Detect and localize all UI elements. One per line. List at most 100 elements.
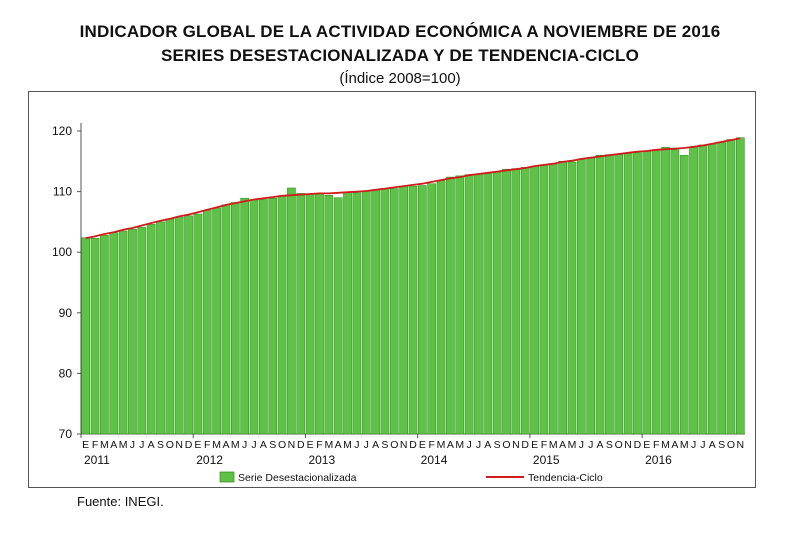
bar [156, 221, 165, 435]
bar [408, 185, 418, 435]
x-tick-label: E [531, 439, 538, 451]
chart-title-line2: SERIES DESESTACIONALIZADA Y DE TENDENCIA… [160, 46, 639, 65]
bar [315, 193, 324, 435]
x-tick-label: S [606, 439, 613, 451]
x-tick-label: O [727, 439, 735, 451]
bar [184, 215, 193, 435]
x-tick-label: N [512, 439, 520, 451]
bar [455, 175, 465, 435]
bar [259, 199, 268, 435]
x-year-label: 2012 [196, 453, 223, 467]
x-tick-label: M [324, 439, 333, 451]
bar [202, 210, 212, 435]
x-tick-label: S [269, 439, 276, 451]
x-year-label: 2016 [645, 453, 672, 467]
x-tick-label: J [354, 439, 359, 451]
x-tick-label: O [166, 439, 174, 451]
x-tick-label: D [521, 439, 529, 451]
x-tick-label: J [588, 439, 593, 451]
x-tick-label: N [175, 439, 183, 451]
x-tick-label: F [541, 439, 547, 451]
bar [436, 180, 446, 435]
bar [502, 168, 511, 435]
x-tick-label: A [372, 439, 379, 451]
x-tick-label: F [316, 439, 322, 451]
x-tick-label: A [260, 439, 267, 451]
bar [595, 154, 605, 435]
bar [577, 159, 586, 435]
bar [221, 204, 231, 435]
bar [399, 185, 408, 435]
x-tick-label: O [390, 439, 398, 451]
x-tick-label: D [409, 439, 417, 451]
x-tick-label: D [185, 439, 193, 451]
bar [230, 202, 240, 435]
bar [81, 237, 91, 435]
bar [371, 189, 380, 435]
x-tick-label: M [437, 439, 446, 451]
bar [661, 147, 670, 435]
y-tick-label: 100 [52, 245, 72, 259]
bar [511, 168, 521, 435]
bar [165, 218, 175, 435]
chart-title: INDICADOR GLOBAL DE LA ACTIVIDAD ECONÓMI… [79, 22, 721, 41]
bar [380, 188, 390, 435]
x-tick-label: O [502, 439, 510, 451]
x-year-label: 2013 [308, 453, 335, 467]
bar [670, 149, 680, 435]
x-tick-label: N [624, 439, 632, 451]
x-tick-label: M [212, 439, 221, 451]
bar [128, 228, 137, 435]
bar [343, 191, 352, 435]
bar [287, 187, 296, 435]
bar [474, 173, 483, 435]
bar [90, 238, 100, 435]
x-tick-label: A [110, 439, 117, 451]
x-tick-label: A [559, 439, 566, 451]
bar [418, 185, 427, 435]
bar [623, 153, 633, 435]
x-tick-label: D [297, 439, 305, 451]
x-tick-label: J [130, 439, 135, 451]
bar [305, 193, 315, 435]
bar [548, 164, 558, 435]
x-tick-label: M [661, 439, 670, 451]
bar [642, 150, 652, 435]
bar [726, 139, 736, 435]
bar [530, 165, 539, 435]
bar [240, 198, 249, 435]
x-tick-label: S [718, 439, 725, 451]
bar [614, 154, 624, 435]
bar [492, 171, 502, 435]
legend-bar-label: Serie Desestacionalizada [238, 472, 357, 484]
x-tick-label: A [447, 439, 454, 451]
x-tick-label: S [494, 439, 501, 451]
source-note: Fuente: INEGI. [77, 494, 164, 509]
x-tick-label: F [92, 439, 98, 451]
x-tick-label: O [278, 439, 286, 451]
x-tick-label: E [82, 439, 89, 451]
x-tick-label: M [568, 439, 577, 451]
bar [212, 207, 221, 435]
bar [193, 213, 203, 435]
bar [137, 227, 147, 435]
bar [483, 173, 493, 435]
bar [679, 154, 689, 435]
trend-line [85, 137, 741, 240]
x-tick-label: M [119, 439, 128, 451]
x-tick-label: A [671, 439, 678, 451]
x-tick-label: A [335, 439, 342, 451]
x-tick-label: O [615, 439, 623, 451]
bar [277, 195, 287, 435]
x-tick-label: E [194, 439, 201, 451]
x-tick-label: M [680, 439, 689, 451]
x-tick-label: A [222, 439, 229, 451]
bar [389, 188, 399, 435]
x-year-label: 2014 [421, 453, 448, 467]
bar [249, 199, 259, 435]
x-tick-label: J [242, 439, 247, 451]
x-tick-label: J [476, 439, 481, 451]
x-tick-label: J [700, 439, 705, 451]
bar [352, 192, 362, 435]
bar [268, 198, 278, 435]
